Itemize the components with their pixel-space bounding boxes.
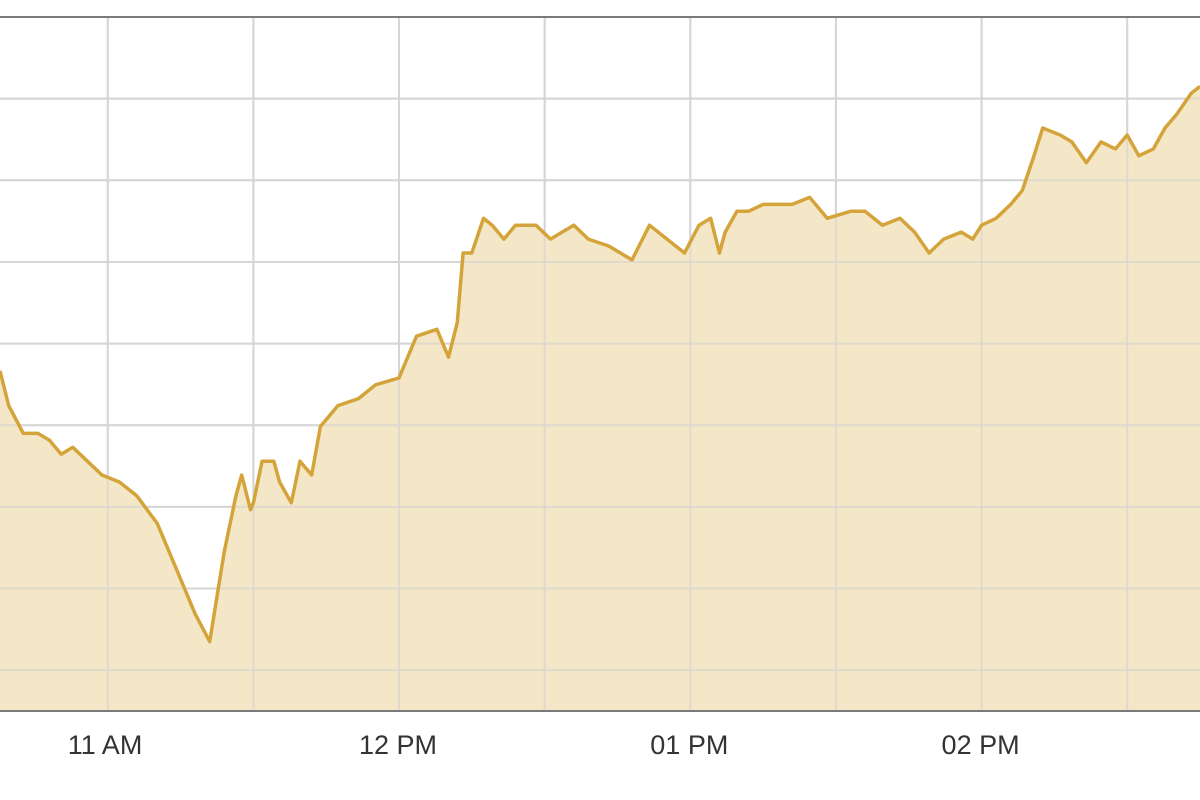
x-axis-ticks: 11 AM 12 PM 01 PM 02 PM: [68, 730, 1020, 760]
price-line: [0, 85, 1200, 644]
chart-frame: [0, 16, 1200, 712]
gridline-overlay: [0, 17, 1200, 711]
x-tick-label: 02 PM: [942, 730, 1020, 760]
x-tick-label: 11 AM: [68, 730, 143, 760]
x-tick-label: 01 PM: [650, 730, 728, 760]
x-tick-label: 12 PM: [359, 730, 437, 760]
price-area-fill: [0, 86, 1200, 711]
